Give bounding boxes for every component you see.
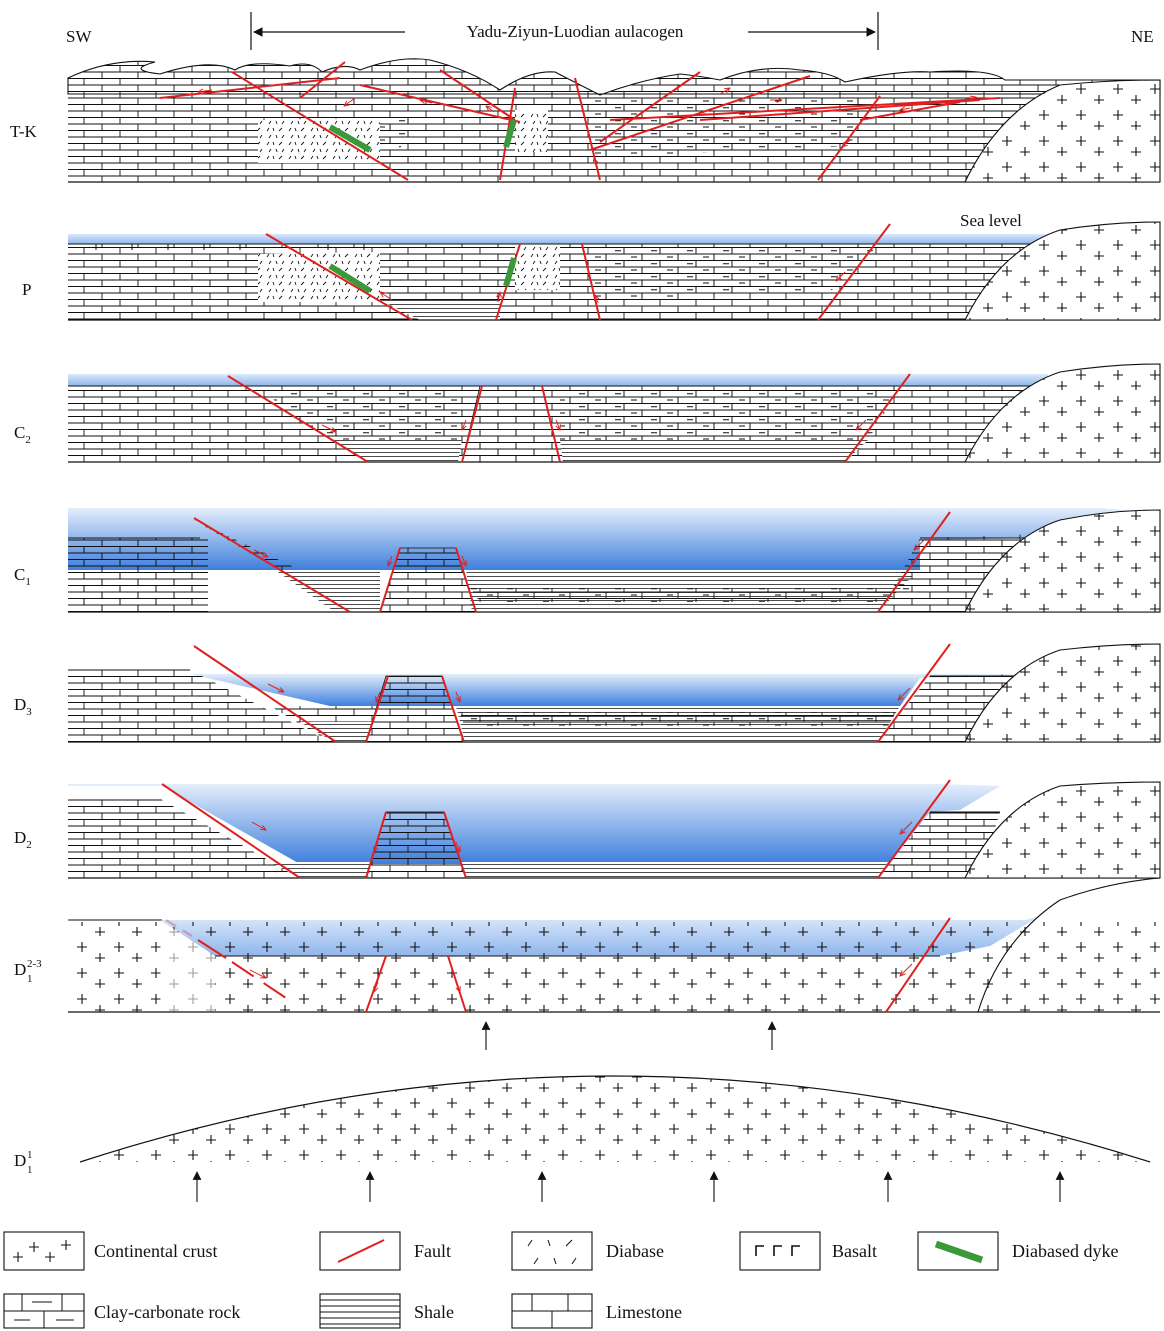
stage-label-tk: T-K bbox=[10, 122, 37, 141]
legend-label: Basalt bbox=[832, 1241, 877, 1261]
section-d3 bbox=[68, 644, 1160, 742]
legend-label: Clay-carbonate rock bbox=[94, 1302, 240, 1322]
section-tk bbox=[68, 59, 1160, 182]
legend-label: Continental crust bbox=[94, 1241, 217, 1261]
legend-item-fault: Fault bbox=[320, 1232, 451, 1270]
c1-limestone-sw bbox=[68, 538, 208, 612]
c2-shale-right bbox=[560, 440, 868, 462]
legend-label: Limestone bbox=[606, 1302, 682, 1322]
stage-label-d2: D2 bbox=[14, 828, 32, 851]
sw-label: SW bbox=[66, 27, 92, 46]
stage-labels: T-K P C2 C1 D3 D2 D2-3 1 D1 1 bbox=[10, 122, 42, 1176]
section-c2 bbox=[68, 364, 1160, 462]
stage-label-d1-1: D1 1 bbox=[14, 1149, 33, 1176]
stage-label-c1: C1 bbox=[14, 565, 31, 588]
d1-23-continental-crust bbox=[68, 922, 1160, 1012]
continental-crust-swatch bbox=[4, 1232, 84, 1270]
legend-label: Diabased dyke bbox=[1012, 1241, 1118, 1261]
p-diabase-left bbox=[258, 252, 380, 302]
section-c1 bbox=[68, 508, 1160, 612]
p-seawater bbox=[68, 234, 1048, 244]
diabase-swatch bbox=[512, 1232, 592, 1270]
upwelling-arrows bbox=[197, 1172, 1060, 1202]
section-d1-1 bbox=[80, 1076, 1150, 1202]
tk-diabase-right bbox=[515, 110, 548, 152]
shale-swatch bbox=[320, 1294, 400, 1328]
section-d2 bbox=[68, 780, 1160, 878]
section-d1-23 bbox=[68, 878, 1160, 1050]
legend-item-continental-crust: Continental crust bbox=[4, 1232, 217, 1270]
d1-1-continental-crust bbox=[80, 1076, 1150, 1162]
p-diabase-right bbox=[515, 244, 560, 290]
stage-label-d1-23: D2-3 1 bbox=[14, 958, 42, 985]
sea-level-label: Sea level bbox=[960, 211, 1022, 230]
section-p: Sea level bbox=[68, 211, 1160, 320]
legend-label: Fault bbox=[414, 1241, 451, 1261]
c2-seawater bbox=[68, 374, 1048, 386]
legend-item-basalt: Basalt bbox=[740, 1232, 877, 1270]
header: SW NE Yadu-Ziyun-Luodian aulacogen bbox=[66, 12, 1154, 50]
c2-clay-right bbox=[560, 388, 900, 440]
legend-item-diabased-dyke: Diabased dyke bbox=[918, 1232, 1118, 1270]
legend: Continental crust Fault Diabase Basalt D… bbox=[4, 1232, 1118, 1328]
aulacogen-title: Yadu-Ziyun-Luodian aulacogen bbox=[467, 22, 684, 41]
d3-seawater bbox=[190, 674, 1030, 706]
legend-label: Shale bbox=[414, 1302, 454, 1322]
legend-item-clay-carbonate-rock: Clay-carbonate rock bbox=[4, 1294, 240, 1328]
stage-label-d3: D3 bbox=[14, 695, 32, 718]
legend-item-diabase: Diabase bbox=[512, 1232, 664, 1270]
legend-item-limestone: Limestone bbox=[512, 1294, 682, 1328]
stage-label-p: P bbox=[22, 280, 31, 299]
stage-label-c2: C2 bbox=[14, 423, 31, 446]
legend-item-shale: Shale bbox=[320, 1294, 454, 1328]
legend-label: Diabase bbox=[606, 1241, 664, 1261]
d2-shale-right bbox=[460, 862, 888, 878]
basalt-swatch bbox=[740, 1232, 820, 1270]
ne-label: NE bbox=[1131, 27, 1154, 46]
